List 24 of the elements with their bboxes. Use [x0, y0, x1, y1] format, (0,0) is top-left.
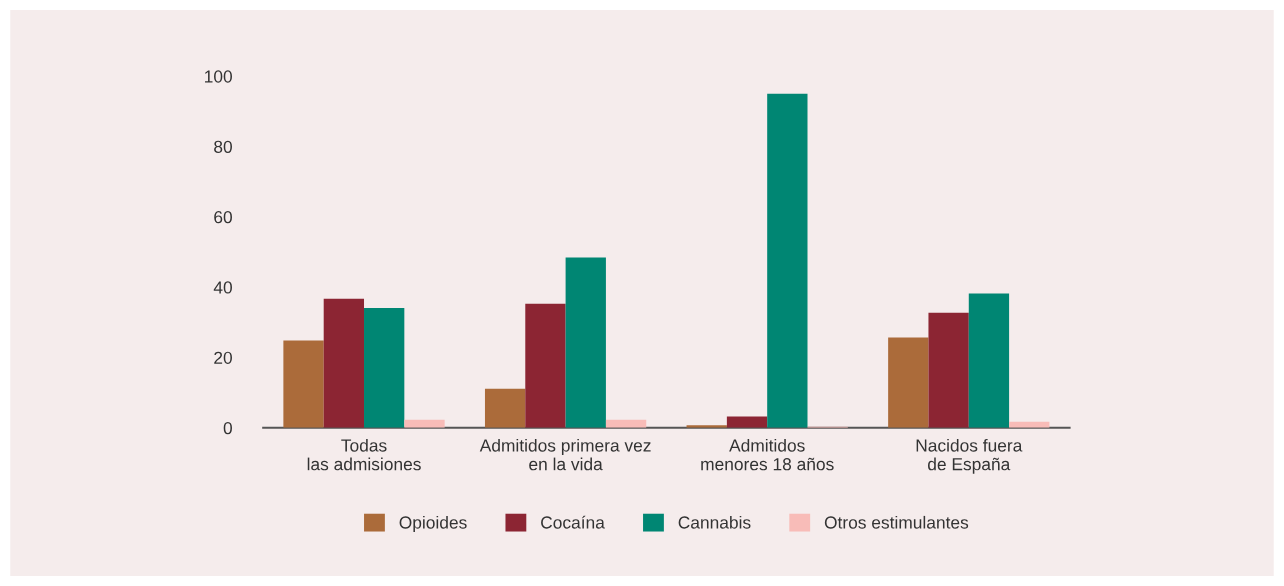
bar [484, 388, 526, 428]
y-tick-label: 40 [213, 281, 232, 294]
bar [283, 340, 324, 428]
x-tick-label: Admitidos menores 18 años [701, 438, 834, 471]
legend-label: Otros estimulantes [824, 515, 969, 529]
y-tick-label: 80 [214, 140, 232, 153]
y-tick-label: 100 [205, 70, 232, 83]
bar [565, 257, 606, 428]
bar [928, 312, 969, 428]
bar [364, 307, 405, 428]
legend-label: Cocaína [541, 515, 605, 529]
x-tick-label: Admitidos primera vez en la vida [479, 438, 651, 471]
bar [525, 303, 566, 428]
bar [767, 93, 808, 428]
x-tick-label: Todas las admisiones [307, 438, 421, 471]
bar [888, 337, 929, 428]
y-tick-label: 0 [223, 421, 232, 435]
y-tick-label: 60 [214, 210, 232, 224]
legend-label: Cannabis [678, 515, 751, 529]
legend-label: Opioides [399, 515, 467, 533]
bar [323, 298, 365, 428]
x-tick-label: Nacidos fuera de España [916, 438, 1023, 474]
y-tick-label: 20 [214, 351, 232, 364]
bar [968, 293, 1010, 428]
